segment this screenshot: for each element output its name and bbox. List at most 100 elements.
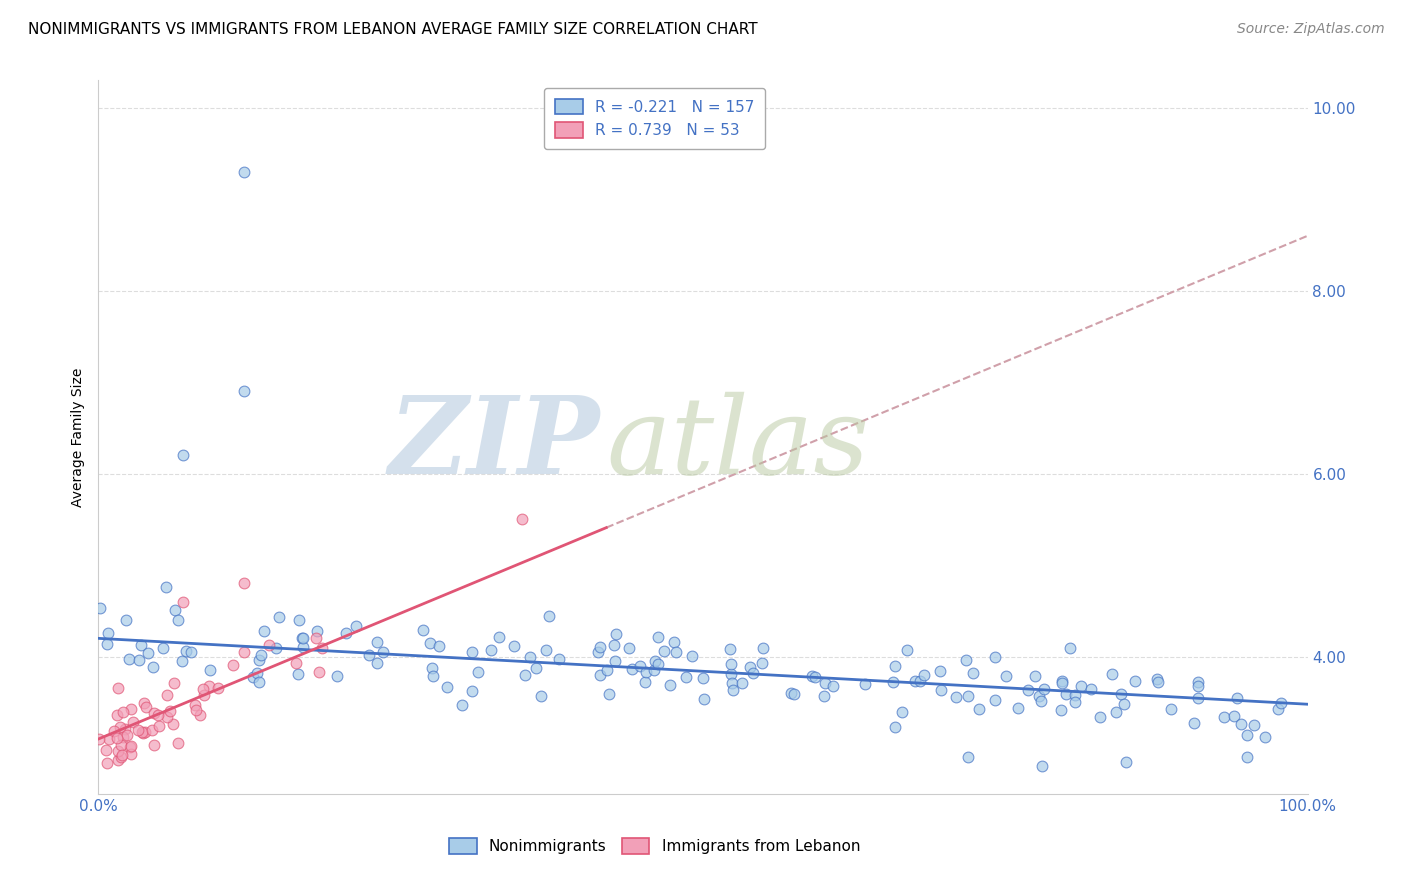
Point <box>720 667 742 681</box>
Point <box>908 674 931 689</box>
Point <box>131 638 153 652</box>
Point <box>1114 697 1136 711</box>
Point <box>662 634 685 648</box>
Point <box>359 648 381 662</box>
Point <box>1050 703 1073 717</box>
Point <box>120 739 142 754</box>
Point <box>647 657 669 672</box>
Point <box>1160 702 1182 716</box>
Point <box>752 640 775 655</box>
Point <box>1109 687 1132 701</box>
Point <box>621 663 644 677</box>
Point <box>1031 694 1053 708</box>
Point <box>326 668 349 682</box>
Point <box>207 681 229 696</box>
Point <box>461 684 484 698</box>
Text: NONIMMIGRANTS VS IMMIGRANTS FROM LEBANON AVERAGE FAMILY SIZE CORRELATION CHART: NONIMMIGRANTS VS IMMIGRANTS FROM LEBANON… <box>28 22 758 37</box>
Point <box>896 643 918 657</box>
Point <box>751 657 773 671</box>
Point <box>589 668 612 682</box>
Point <box>96 756 118 770</box>
Point <box>436 680 458 694</box>
Point <box>644 654 666 668</box>
Point <box>1243 718 1265 732</box>
Point <box>782 687 804 701</box>
Point <box>589 640 612 654</box>
Point <box>884 721 907 735</box>
Point <box>813 689 835 703</box>
Point <box>675 670 697 684</box>
Point <box>1050 676 1073 690</box>
Point <box>1054 687 1077 701</box>
Point <box>884 658 907 673</box>
Point <box>191 682 214 697</box>
Point <box>1187 691 1209 706</box>
Point <box>548 651 571 665</box>
Point <box>115 728 138 742</box>
Point <box>422 668 444 682</box>
Point <box>222 658 245 673</box>
Point <box>135 700 157 714</box>
Point <box>658 678 681 692</box>
Point <box>127 723 149 737</box>
Point <box>955 653 977 667</box>
Point <box>461 645 484 659</box>
Point <box>1105 705 1128 719</box>
Y-axis label: Average Family Size: Average Family Size <box>70 368 84 507</box>
Point <box>366 635 388 649</box>
Point <box>1123 674 1146 689</box>
Point <box>134 725 156 739</box>
Point <box>107 753 129 767</box>
Point <box>804 670 827 684</box>
Point <box>180 645 202 659</box>
Point <box>232 384 254 399</box>
Point <box>605 627 627 641</box>
Point <box>412 623 434 637</box>
Point <box>257 638 280 652</box>
Point <box>98 731 121 746</box>
Point <box>108 720 131 734</box>
Point <box>107 744 129 758</box>
Point <box>105 708 128 723</box>
Point <box>1254 730 1277 744</box>
Point <box>89 600 111 615</box>
Point <box>1184 716 1206 731</box>
Point <box>983 650 1005 665</box>
Point <box>250 648 273 662</box>
Point <box>120 747 142 762</box>
Point <box>114 722 136 736</box>
Point <box>335 625 357 640</box>
Point <box>117 652 139 666</box>
Point <box>536 643 558 657</box>
Point <box>155 710 177 724</box>
Point <box>166 735 188 749</box>
Point <box>634 674 657 689</box>
Point <box>823 678 845 692</box>
Point <box>903 673 925 688</box>
Point <box>467 665 489 680</box>
Point <box>595 663 617 677</box>
Point <box>115 613 138 627</box>
Point <box>643 663 665 677</box>
Point <box>628 659 651 673</box>
Point <box>692 671 714 685</box>
Point <box>603 654 626 668</box>
Point <box>136 646 159 660</box>
Point <box>984 693 1007 707</box>
Point <box>1146 672 1168 686</box>
Point <box>142 738 165 752</box>
Point <box>929 664 952 678</box>
Point <box>232 576 254 591</box>
Point <box>742 666 765 681</box>
Point <box>253 624 276 638</box>
Point <box>167 613 190 627</box>
Point <box>1213 709 1236 723</box>
Point <box>515 668 537 682</box>
Point <box>232 165 254 179</box>
Point <box>159 704 181 718</box>
Point <box>174 644 197 658</box>
Point <box>882 674 904 689</box>
Text: Source: ZipAtlas.com: Source: ZipAtlas.com <box>1237 22 1385 37</box>
Point <box>94 743 117 757</box>
Point <box>198 680 221 694</box>
